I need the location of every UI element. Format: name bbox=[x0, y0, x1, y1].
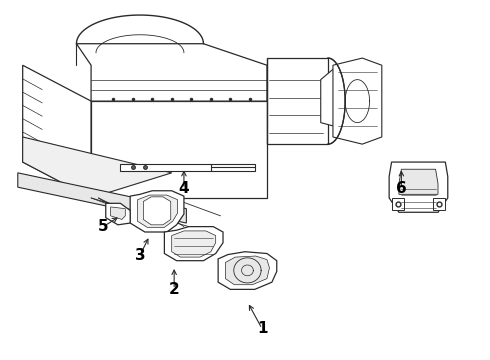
Polygon shape bbox=[321, 65, 352, 130]
Text: 5: 5 bbox=[98, 219, 109, 234]
Polygon shape bbox=[225, 256, 270, 285]
Polygon shape bbox=[433, 198, 445, 211]
Polygon shape bbox=[144, 197, 171, 225]
Polygon shape bbox=[218, 252, 277, 289]
Polygon shape bbox=[91, 101, 267, 198]
Polygon shape bbox=[164, 226, 223, 261]
Polygon shape bbox=[333, 58, 382, 144]
Polygon shape bbox=[389, 162, 448, 212]
Text: 2: 2 bbox=[169, 282, 179, 297]
Text: 3: 3 bbox=[135, 248, 145, 263]
Polygon shape bbox=[111, 207, 125, 220]
Polygon shape bbox=[130, 191, 184, 232]
Polygon shape bbox=[18, 173, 186, 223]
Polygon shape bbox=[267, 58, 328, 144]
Polygon shape bbox=[23, 65, 91, 198]
Text: 6: 6 bbox=[396, 181, 407, 197]
Polygon shape bbox=[138, 195, 177, 227]
Text: 1: 1 bbox=[257, 321, 268, 336]
Polygon shape bbox=[76, 44, 267, 101]
Polygon shape bbox=[121, 164, 255, 171]
Polygon shape bbox=[106, 203, 130, 225]
Text: 4: 4 bbox=[179, 181, 189, 197]
Polygon shape bbox=[392, 198, 404, 211]
Polygon shape bbox=[23, 137, 172, 198]
Polygon shape bbox=[172, 231, 216, 257]
Polygon shape bbox=[399, 169, 438, 194]
